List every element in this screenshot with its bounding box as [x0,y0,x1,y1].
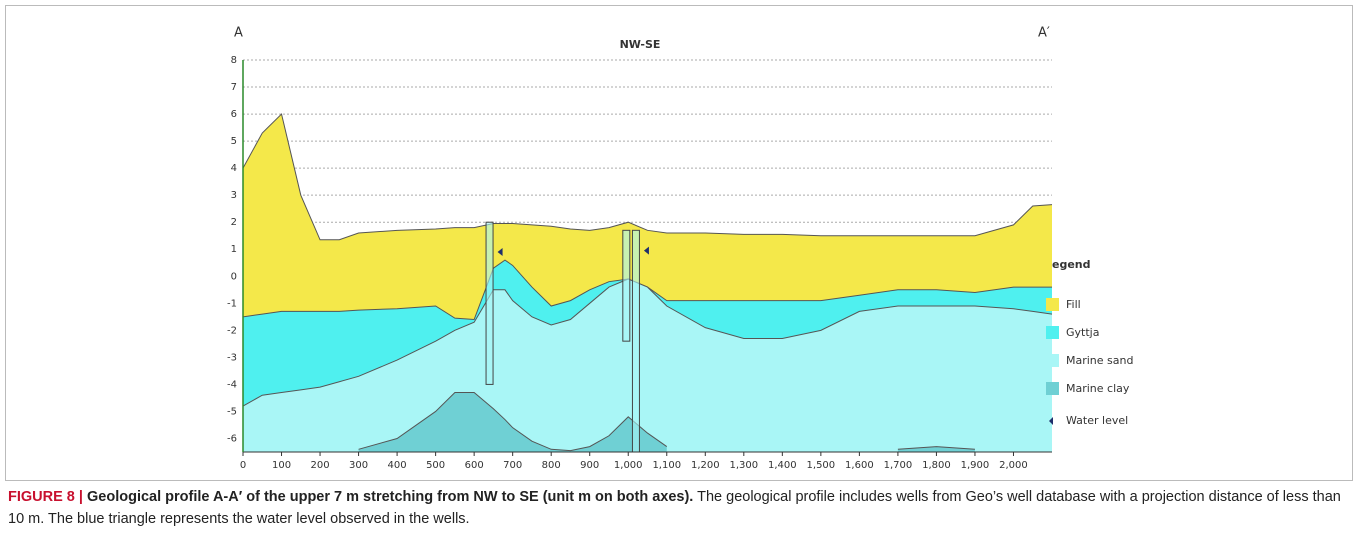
legend-swatch [1046,326,1059,339]
x-tick-label: 1,900 [961,460,990,471]
y-tick-label: 7 [231,82,237,93]
legend-label: Fill [1066,298,1081,311]
x-tick-label: 700 [503,460,522,471]
legend-label: Water level [1066,414,1128,427]
x-tick-label: 1,400 [768,460,797,471]
x-tick-label: 2,000 [999,460,1028,471]
right-label: A′ [1038,26,1050,41]
well [632,230,639,452]
legend-label: Marine clay [1066,382,1130,395]
x-tick-label: 1,000 [614,460,643,471]
x-tick-label: 200 [311,460,330,471]
y-tick-label: 4 [231,163,237,174]
x-tick-label: 0 [240,460,246,471]
x-tick-label: 100 [272,460,291,471]
y-tick-label: 2 [231,217,237,228]
legend-label: Marine sand [1066,354,1133,367]
legend-label: Gyttja [1066,326,1099,339]
legend-swatch [1046,354,1059,367]
y-tick-label: 5 [231,136,237,147]
well [486,222,493,384]
caption: FIGURE 8 | Geological profile A-A′ of th… [8,486,1348,530]
x-tick-label: 300 [349,460,368,471]
chart-title: NW-SE [620,38,661,51]
x-tick-label: 1,500 [807,460,836,471]
y-tick-label: -1 [227,298,237,309]
chart: A A′ NW-SE Legend 876543210-1-2-3-4-5-60… [0,0,1358,484]
caption-bold: Geological profile A-A′ of the upper 7 m… [87,489,693,505]
x-tick-label: 1,700 [884,460,913,471]
y-tick-label: -5 [227,406,237,417]
x-tick-label: 400 [388,460,407,471]
y-tick-label: -2 [227,325,237,336]
x-tick-label: 1,600 [845,460,874,471]
x-tick-label: 1,300 [729,460,758,471]
page: {"chart_data": {"type": "profile", "titl… [0,0,1358,552]
x-tick-label: 600 [465,460,484,471]
caption-label: FIGURE 8 | [8,489,83,505]
x-tick-label: 900 [580,460,599,471]
x-tick-label: 1,200 [691,460,720,471]
legend-swatch [1046,298,1059,311]
y-tick-label: -6 [227,433,237,444]
x-tick-label: 1,800 [922,460,951,471]
y-tick-label: -4 [227,379,237,390]
y-tick-label: 3 [231,190,237,201]
y-tick-label: -3 [227,352,237,363]
x-tick-label: 500 [426,460,445,471]
y-tick-label: 1 [231,244,237,255]
left-label: A [234,26,243,41]
x-tick-label: 800 [542,460,561,471]
y-tick-label: 0 [231,271,237,282]
x-tick-label: 1,100 [652,460,681,471]
well [623,230,630,341]
legend-swatch [1046,382,1059,395]
y-tick-label: 8 [231,55,237,66]
y-tick-label: 6 [231,109,237,120]
